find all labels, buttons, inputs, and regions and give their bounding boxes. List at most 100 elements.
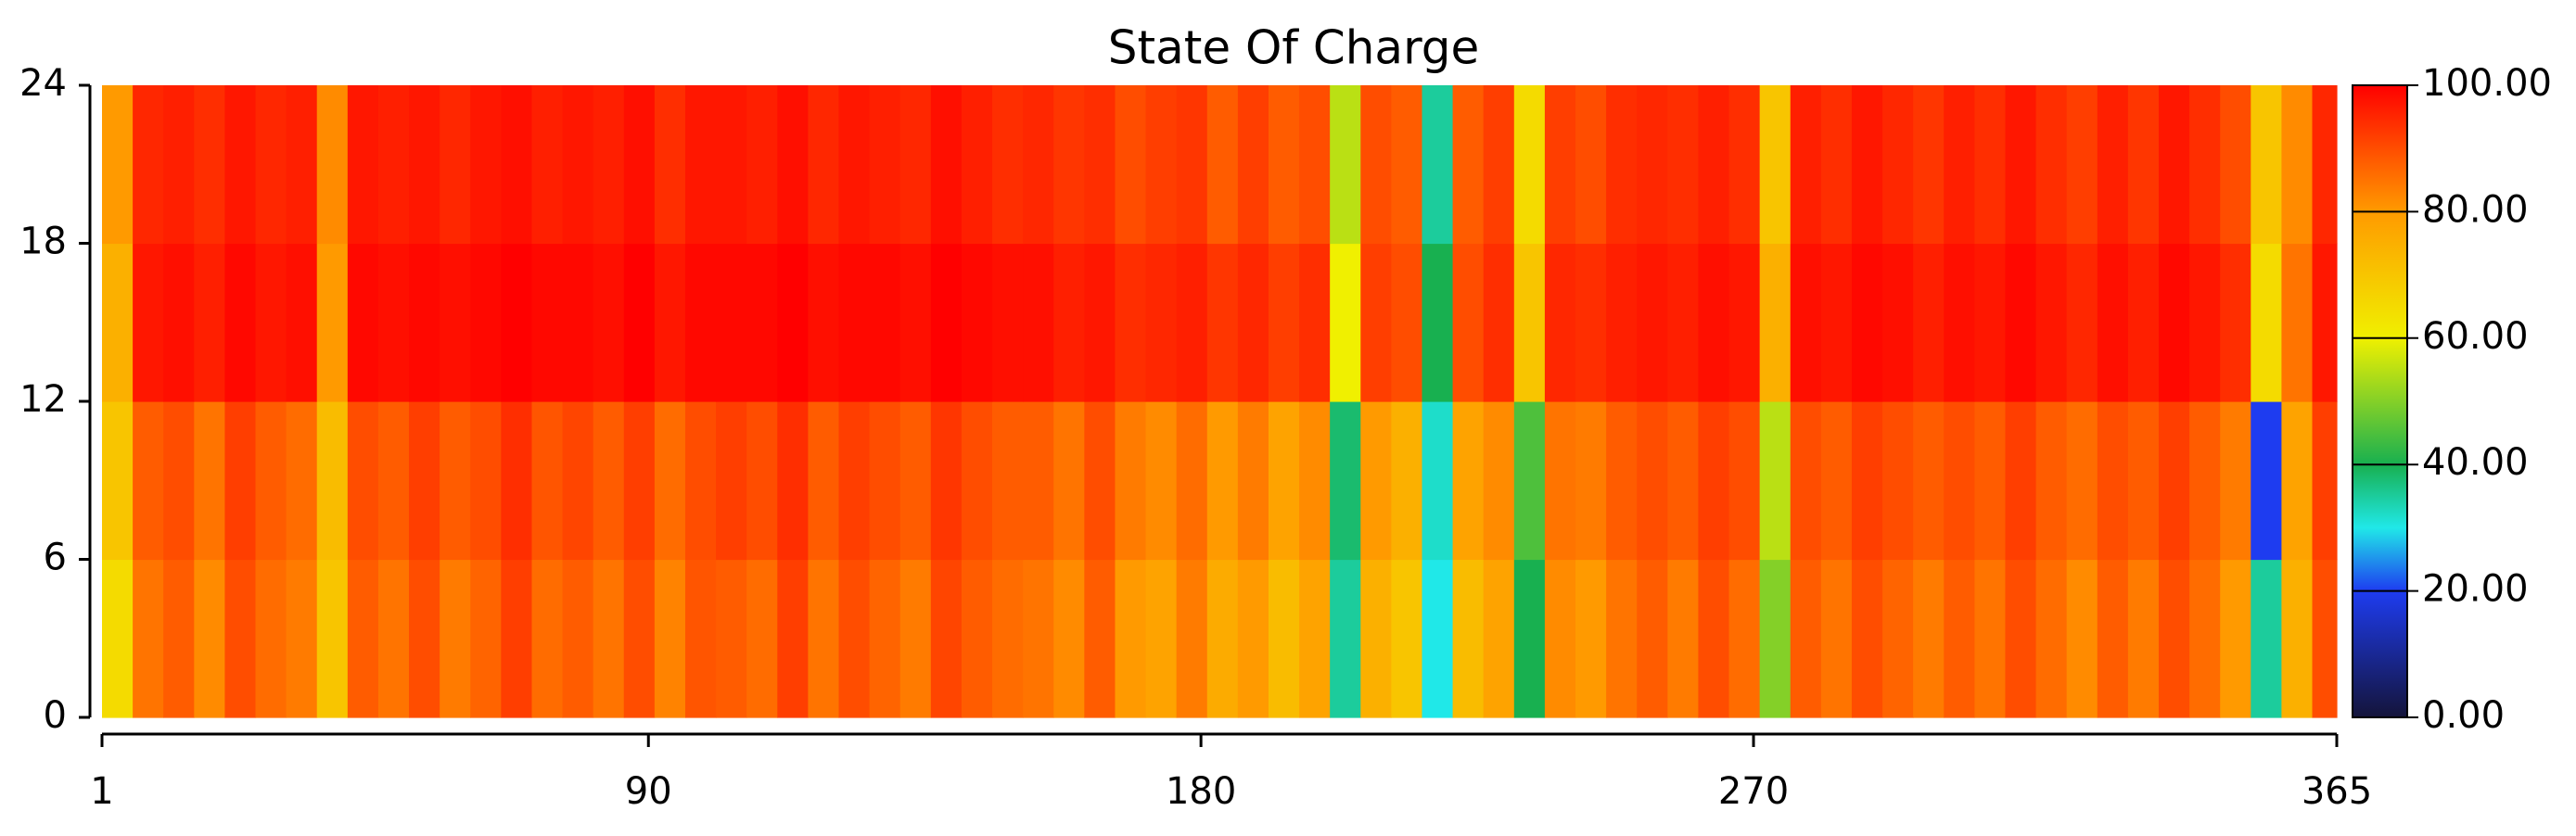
heatmap-cell — [2066, 559, 2098, 718]
heatmap-cell — [1728, 243, 1761, 402]
heatmap-cell — [2251, 243, 2283, 402]
heatmap-cell — [1820, 85, 1853, 245]
heatmap-cell — [1391, 243, 1423, 402]
heatmap-cell — [684, 85, 717, 245]
heatmap-cell — [2251, 85, 2283, 245]
heatmap-cell — [1606, 559, 1638, 718]
heatmap-cell — [1206, 559, 1239, 718]
heatmap-cell — [1851, 243, 1883, 402]
heatmap-cell — [930, 243, 963, 402]
heatmap-cell — [777, 401, 810, 561]
heatmap-cell — [961, 85, 993, 245]
colorbar-tick-label: 20.00 — [2422, 568, 2529, 611]
heatmap-cell — [684, 401, 717, 561]
heatmap-cell — [1145, 559, 1178, 718]
heatmap-cell — [1728, 559, 1761, 718]
heatmap-cell — [1299, 85, 1331, 245]
heatmap-cell — [1176, 243, 1208, 402]
heatmap-cell — [2281, 401, 2314, 561]
heatmap-cell — [1483, 85, 1515, 245]
heatmap-cell — [1913, 559, 1945, 718]
heatmap-cell — [163, 243, 195, 402]
heatmap-cell — [1606, 401, 1638, 561]
heatmap-cell — [2158, 85, 2190, 245]
y-tick-label: 6 — [44, 537, 67, 579]
heatmap-cell — [1544, 85, 1576, 245]
heatmap-cell — [716, 401, 747, 561]
heatmap-cell — [1882, 85, 1914, 245]
heatmap-cell — [2097, 401, 2129, 561]
heatmap-cell — [1790, 243, 1822, 402]
heatmap-cell — [1698, 243, 1730, 402]
heatmap-cell — [1145, 243, 1178, 402]
heatmap-cell — [2005, 243, 2037, 402]
heatmap-cell — [1391, 85, 1423, 245]
heatmap-cell — [2189, 401, 2221, 561]
heatmap-cell — [2127, 401, 2160, 561]
heatmap-cell — [102, 559, 134, 718]
heatmap-cell — [133, 559, 164, 718]
heatmap-cell — [654, 243, 686, 402]
heatmap-cell — [1790, 559, 1822, 718]
heatmap-cell — [470, 559, 502, 718]
chart-title: State Of Charge — [1108, 21, 1480, 75]
heatmap-cell — [808, 559, 840, 718]
heatmap-cell — [1084, 401, 1116, 561]
heatmap-cell — [286, 85, 318, 245]
heatmap-cell — [1882, 243, 1914, 402]
heatmap-cell — [2035, 85, 2068, 245]
heatmap-cell — [1299, 559, 1331, 718]
heatmap-cell — [1237, 243, 1269, 402]
heatmap-cell — [1452, 401, 1485, 561]
heatmap-cell — [2312, 559, 2338, 718]
heatmap-cell — [470, 243, 502, 402]
heatmap-cell — [1544, 243, 1576, 402]
heatmap-cell — [1974, 401, 2007, 561]
heatmap-cell — [194, 243, 226, 402]
heatmap-cell — [1299, 401, 1331, 561]
heatmap-cell — [716, 559, 747, 718]
heatmap-cell — [440, 85, 471, 245]
heatmap-cell — [224, 559, 257, 718]
heatmap-cell — [1944, 85, 1975, 245]
heatmap-cell — [992, 85, 1024, 245]
heatmap-cell — [1698, 401, 1730, 561]
heatmap-cell — [869, 243, 901, 402]
x-tick-label: 365 — [2302, 770, 2372, 813]
heatmap-cell — [1637, 401, 1668, 561]
heatmap-cell — [623, 559, 656, 718]
heatmap-cell — [2127, 243, 2160, 402]
heatmap-cell — [746, 243, 778, 402]
heatmap-cell — [255, 401, 287, 561]
heatmap-cell — [1913, 401, 1945, 561]
heatmap-cell — [286, 401, 318, 561]
heatmap-cell — [1513, 559, 1546, 718]
heatmap-cell — [409, 85, 440, 245]
heatmap-cell — [409, 401, 440, 561]
heatmap-cell — [869, 401, 901, 561]
heatmap-cell — [440, 243, 471, 402]
y-tick-label: 0 — [44, 694, 67, 737]
heatmap-cell — [1820, 559, 1853, 718]
heatmap-cell — [440, 559, 471, 718]
heatmap-cell — [2066, 401, 2098, 561]
heatmap-cell — [409, 559, 440, 718]
heatmap-cell — [1667, 559, 1700, 718]
heatmap-cell — [1023, 401, 1054, 561]
heatmap-cell — [1483, 243, 1515, 402]
heatmap-cell — [377, 401, 410, 561]
heatmap-cell — [899, 243, 932, 402]
heatmap-cell — [992, 401, 1024, 561]
heatmap-cell — [163, 85, 195, 245]
heatmap-cell — [1422, 559, 1454, 718]
heatmap-cell — [1053, 401, 1085, 561]
heatmap-cell — [224, 243, 257, 402]
heatmap-cell — [1728, 85, 1761, 245]
heatmap-cell — [1974, 85, 2007, 245]
heatmap-cell — [1053, 243, 1085, 402]
heatmap-cell — [316, 559, 349, 718]
heatmap-cell — [2220, 401, 2251, 561]
heatmap-cell — [133, 401, 164, 561]
heatmap-cell — [992, 243, 1024, 402]
